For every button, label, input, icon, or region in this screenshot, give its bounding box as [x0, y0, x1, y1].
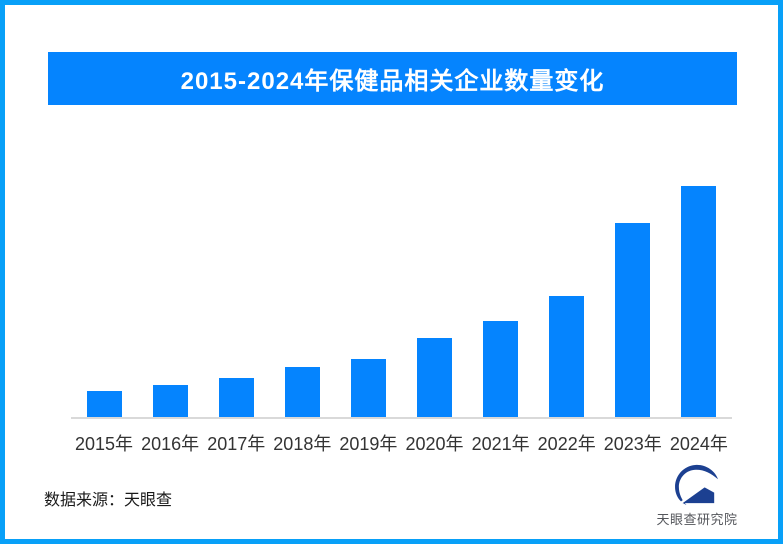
bar-2023年: [615, 222, 651, 417]
chart-title-banner: 2015-2024年保健品相关企业数量变化: [48, 52, 737, 105]
bar-2021年: [483, 320, 519, 417]
data-source-note: 数据来源：天眼查: [44, 492, 173, 509]
x-label-2016年: 2016年: [141, 434, 200, 454]
bar-chart: [71, 105, 732, 417]
bar-2016年: [152, 384, 188, 417]
tianyancha-research-logo: 天眼查研究院: [652, 464, 742, 528]
logo-text: 天眼查研究院: [656, 512, 738, 527]
x-label-2024年: 2024年: [669, 434, 728, 454]
bar-cell: [468, 105, 534, 417]
x-label-2020年: 2020年: [405, 434, 464, 454]
bar-cell: [534, 105, 600, 417]
x-label-2018年: 2018年: [273, 434, 332, 454]
x-label-2023年: 2023年: [603, 434, 662, 454]
bar-cell: [335, 105, 401, 417]
bar-cell: [203, 105, 269, 417]
tianyancha-eye-swoosh-icon: [675, 464, 718, 506]
bar-cell: [269, 105, 335, 417]
bar-cell: [401, 105, 467, 417]
x-label-2021年: 2021年: [471, 434, 530, 454]
bar-2020年: [417, 338, 453, 417]
bar-2024年: [681, 186, 717, 417]
bar-2022年: [549, 295, 585, 417]
x-label-2019年: 2019年: [339, 434, 398, 454]
x-axis-line: [71, 417, 732, 419]
bar-2018年: [284, 367, 320, 417]
bar-2015年: [86, 390, 122, 417]
bar-cell: [666, 105, 732, 417]
bar-2017年: [218, 377, 254, 417]
x-label-2017年: 2017年: [207, 434, 266, 454]
bar-cell: [71, 105, 137, 417]
x-label-2015年: 2015年: [75, 434, 134, 454]
x-axis-labels: 2015年 2016年 2017年 2018年 2019年 2020年 2021年 2022年…: [71, 430, 732, 456]
bar-cell: [600, 105, 666, 417]
chart-title: 2015-2024年保健品相关企业数量变化: [180, 68, 605, 95]
bar-cell: [137, 105, 203, 417]
bar-2019年: [350, 359, 386, 417]
x-label-2022年: 2022年: [537, 434, 596, 454]
